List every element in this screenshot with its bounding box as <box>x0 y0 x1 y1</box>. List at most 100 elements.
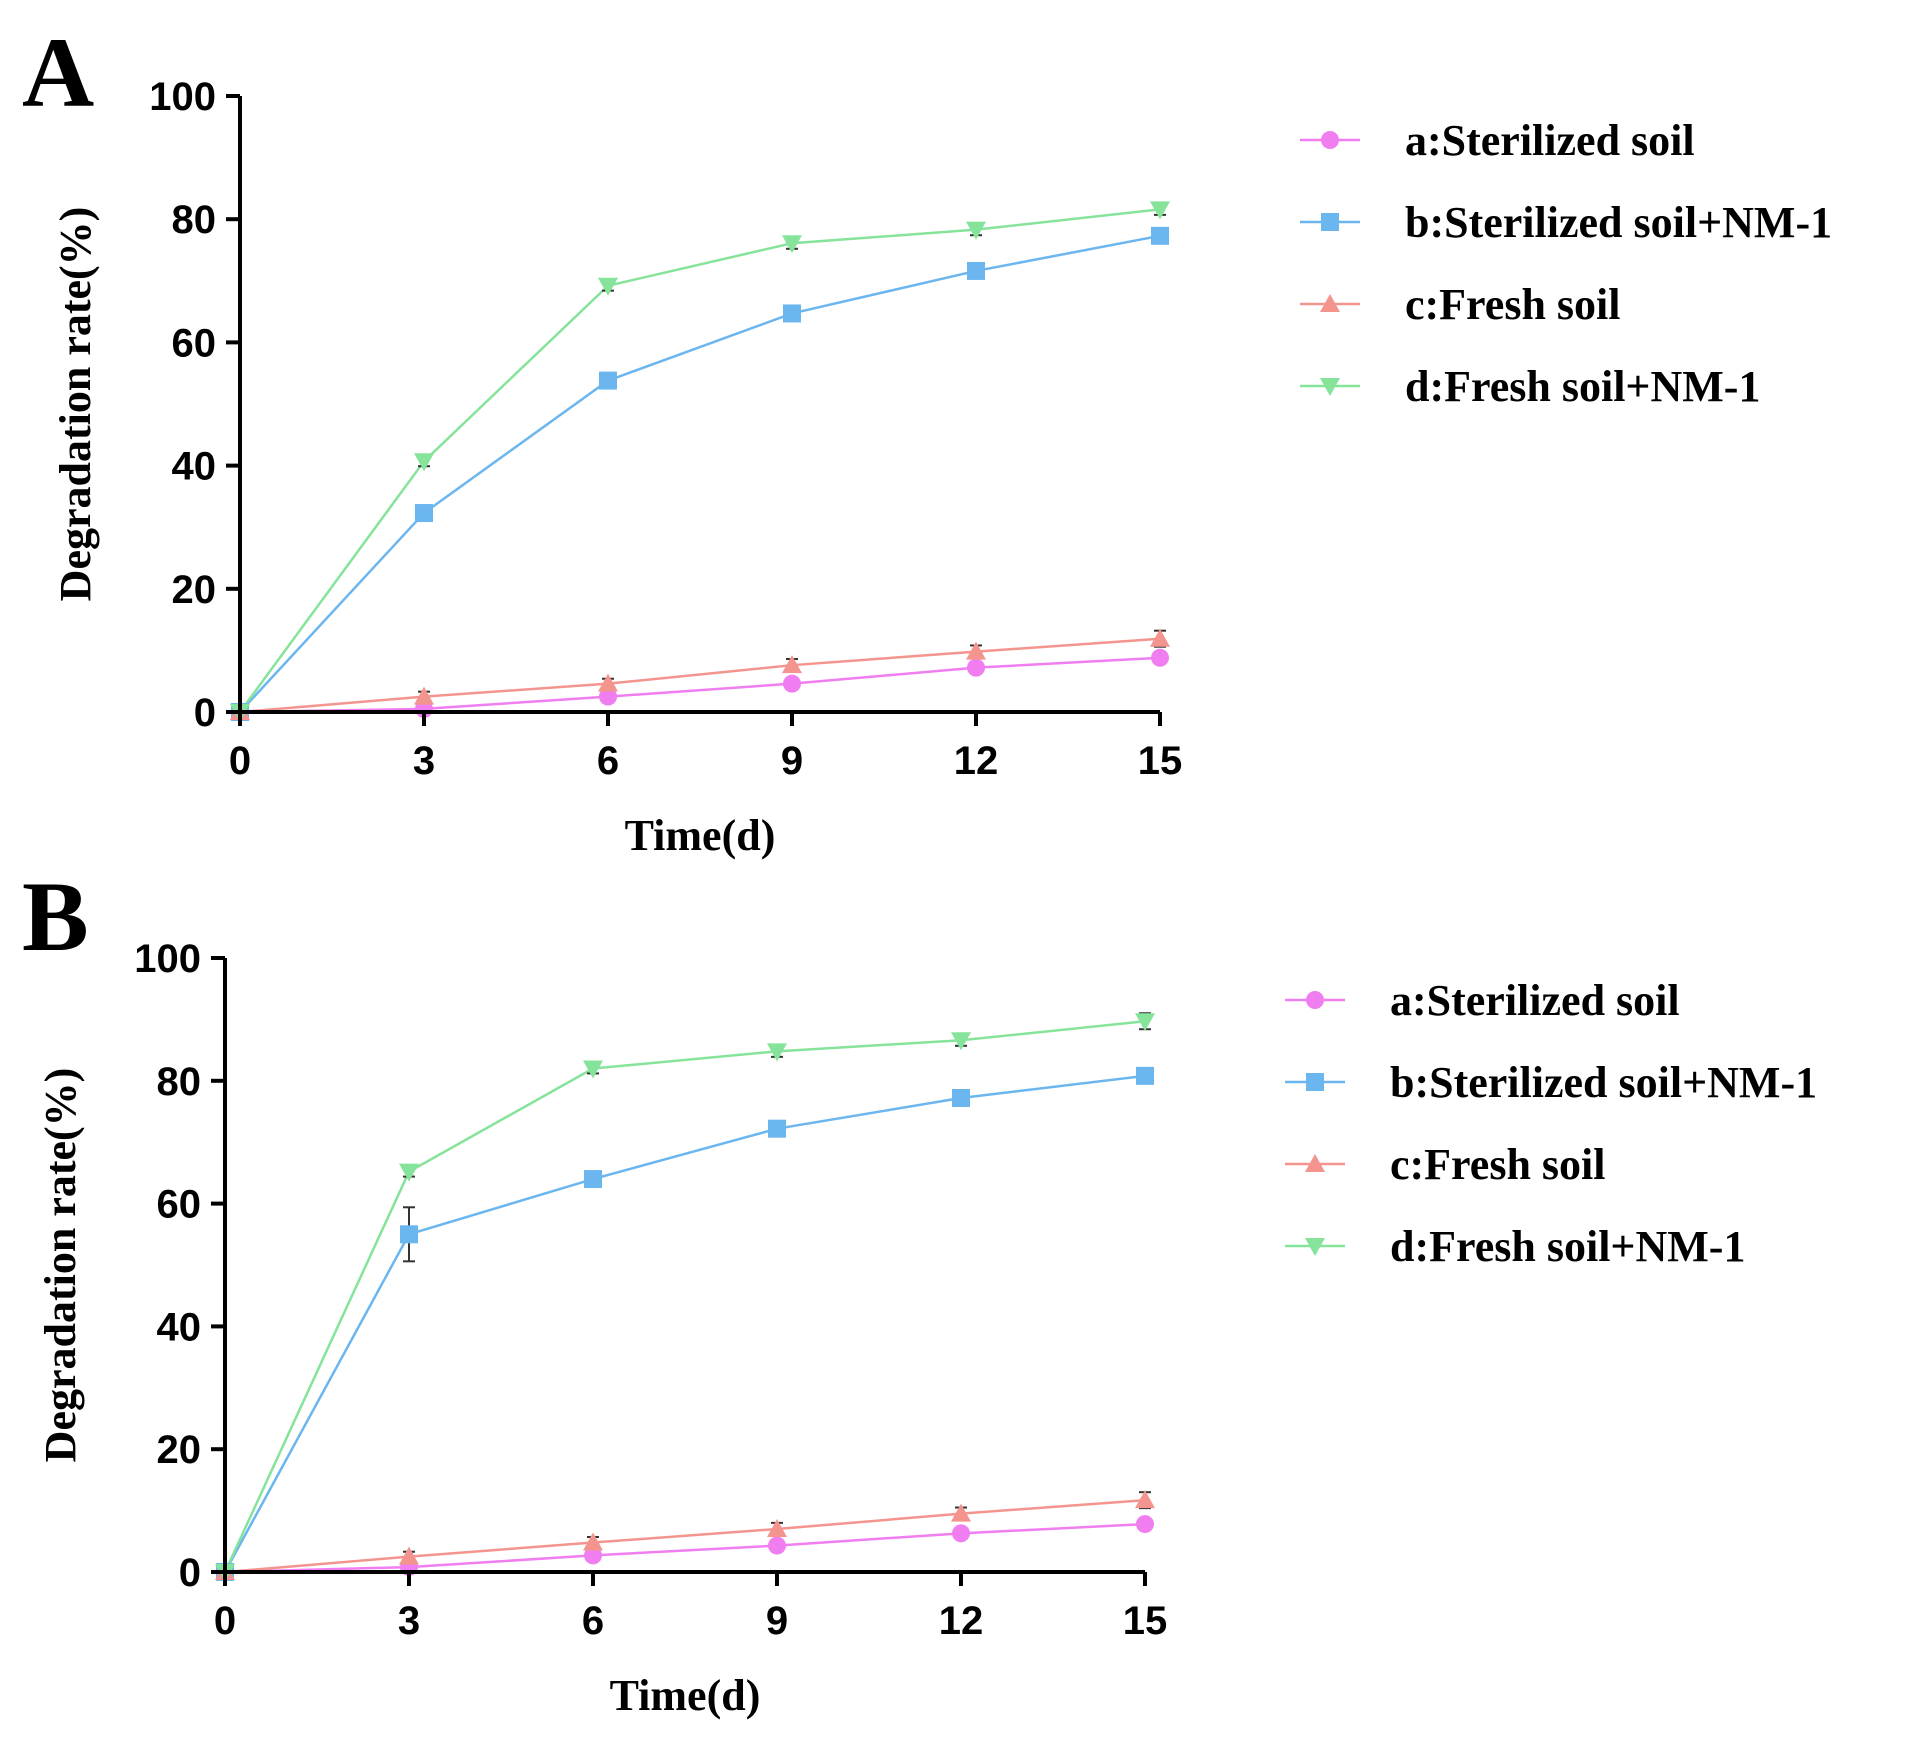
legend-marker <box>1321 213 1339 231</box>
y-tick-label: 0 <box>194 691 216 735</box>
data-point-b <box>967 261 985 280</box>
data-point-c <box>583 1532 603 1551</box>
y-tick-label: 100 <box>134 937 201 981</box>
data-point-b <box>584 1170 602 1189</box>
y-tick-label: 60 <box>157 1183 202 1227</box>
legend-item-d: d:Fresh soil+NM-1 <box>1300 362 1760 411</box>
data-point-a <box>967 658 985 677</box>
chart-panel-a: 0 20 40 60 80 100 0 3 6 9 12 15 Time(d) Degradation r… <box>51 75 1832 860</box>
legend-marker <box>1306 1073 1324 1091</box>
data-point-b <box>599 371 617 390</box>
legend-marker <box>1320 294 1340 312</box>
data-point-d <box>1150 201 1170 220</box>
data-point-d <box>399 1163 419 1182</box>
data-point-a <box>768 1536 786 1555</box>
legend-label: d:Fresh soil+NM-1 <box>1390 1222 1745 1271</box>
data-point-a <box>783 674 801 693</box>
data-point-c <box>782 655 802 674</box>
x-axis-title: Time(d) <box>610 1671 761 1720</box>
legend-label: c:Fresh soil <box>1405 280 1621 329</box>
legend-marker <box>1306 991 1324 1009</box>
data-point-c <box>399 1546 419 1565</box>
data-point-c <box>598 673 618 692</box>
x-tick-label: 15 <box>1138 739 1183 783</box>
series-line-d <box>238 208 1161 713</box>
x-tick-label: 0 <box>229 739 251 783</box>
data-point-d <box>767 1043 787 1062</box>
legend-label: b:Sterilized soil+NM-1 <box>1405 198 1832 247</box>
data-point-c <box>414 686 434 705</box>
data-point-c <box>767 1519 787 1538</box>
legend-label: a:Sterilized soil <box>1405 116 1695 165</box>
legend-item-d: d:Fresh soil+NM-1 <box>1285 1222 1745 1271</box>
x-tick-label: 6 <box>582 1599 604 1643</box>
legend-item-b: b:Sterilized soil+NM-1 <box>1300 198 1832 247</box>
legend-label: a:Sterilized soil <box>1390 976 1680 1025</box>
data-point-b <box>1151 226 1169 245</box>
legend-item-b: b:Sterilized soil+NM-1 <box>1285 1058 1817 1107</box>
data-point-a <box>1151 648 1169 667</box>
data-point-d <box>598 277 618 296</box>
data-point-b <box>768 1119 786 1138</box>
series-line-a <box>239 656 1161 714</box>
y-tick-label: 80 <box>172 198 217 242</box>
data-point-d <box>1135 1013 1155 1032</box>
x-tick-label: 3 <box>398 1599 420 1643</box>
x-tick-label: 9 <box>781 739 803 783</box>
panel-letter-a: A <box>22 17 94 128</box>
data-point-c <box>1150 628 1170 647</box>
data-point-b <box>783 304 801 323</box>
x-tick-label: 12 <box>954 739 999 783</box>
data-point-a <box>599 687 617 706</box>
data-point-d <box>414 453 434 472</box>
x-tick-label: 0 <box>214 1599 236 1643</box>
y-tick-label: 40 <box>157 1305 202 1349</box>
data-point-c <box>951 1503 971 1522</box>
legend-item-a: a:Sterilized soil <box>1300 116 1695 165</box>
data-point-b <box>952 1088 970 1107</box>
data-point-c <box>966 641 986 660</box>
panel-letter-b: B <box>22 861 89 972</box>
legend-marker <box>1321 131 1339 149</box>
y-tick-label: 40 <box>172 445 217 489</box>
x-tick-label: 9 <box>766 1599 788 1643</box>
y-tick-label: 100 <box>149 75 216 119</box>
data-point-d <box>583 1060 603 1079</box>
data-point-d <box>951 1032 971 1051</box>
legend-item-a: a:Sterilized soil <box>1285 976 1680 1025</box>
series-line-c <box>239 637 1161 714</box>
series-line-c <box>224 1498 1146 1574</box>
data-point-a <box>1136 1515 1154 1534</box>
data-point-c <box>1135 1490 1155 1509</box>
legend-item-c: c:Fresh soil <box>1300 280 1621 329</box>
legend-label: b:Sterilized soil+NM-1 <box>1390 1058 1817 1107</box>
y-tick-label: 80 <box>157 1060 202 1104</box>
legend-marker <box>1320 378 1340 396</box>
y-tick-label: 20 <box>172 568 217 612</box>
y-tick-label: 0 <box>179 1551 201 1595</box>
series-line-b <box>223 1074 1146 1573</box>
series-line-a <box>224 1522 1146 1574</box>
legend-label: d:Fresh soil+NM-1 <box>1405 362 1760 411</box>
y-tick-label: 20 <box>157 1428 202 1472</box>
legend-marker <box>1305 1154 1325 1172</box>
y-tick-label: 60 <box>172 321 217 365</box>
y-axis-title: Degradation rate(%) <box>36 1068 85 1463</box>
x-tick-label: 3 <box>413 739 435 783</box>
x-axis-title: Time(d) <box>625 811 776 860</box>
x-tick-label: 15 <box>1123 1599 1168 1643</box>
legend-label: c:Fresh soil <box>1390 1140 1606 1189</box>
series-line-d <box>223 1019 1146 1573</box>
data-point-a <box>584 1546 602 1565</box>
data-point-d <box>782 235 802 254</box>
legend-marker <box>1305 1238 1325 1256</box>
series-line-b <box>239 234 1161 713</box>
data-point-b <box>400 1225 418 1244</box>
data-point-b <box>415 504 433 523</box>
data-point-b <box>1136 1066 1154 1085</box>
x-tick-label: 12 <box>939 1599 984 1643</box>
data-point-d <box>966 221 986 240</box>
x-tick-label: 6 <box>597 739 619 783</box>
data-point-a <box>952 1524 970 1543</box>
